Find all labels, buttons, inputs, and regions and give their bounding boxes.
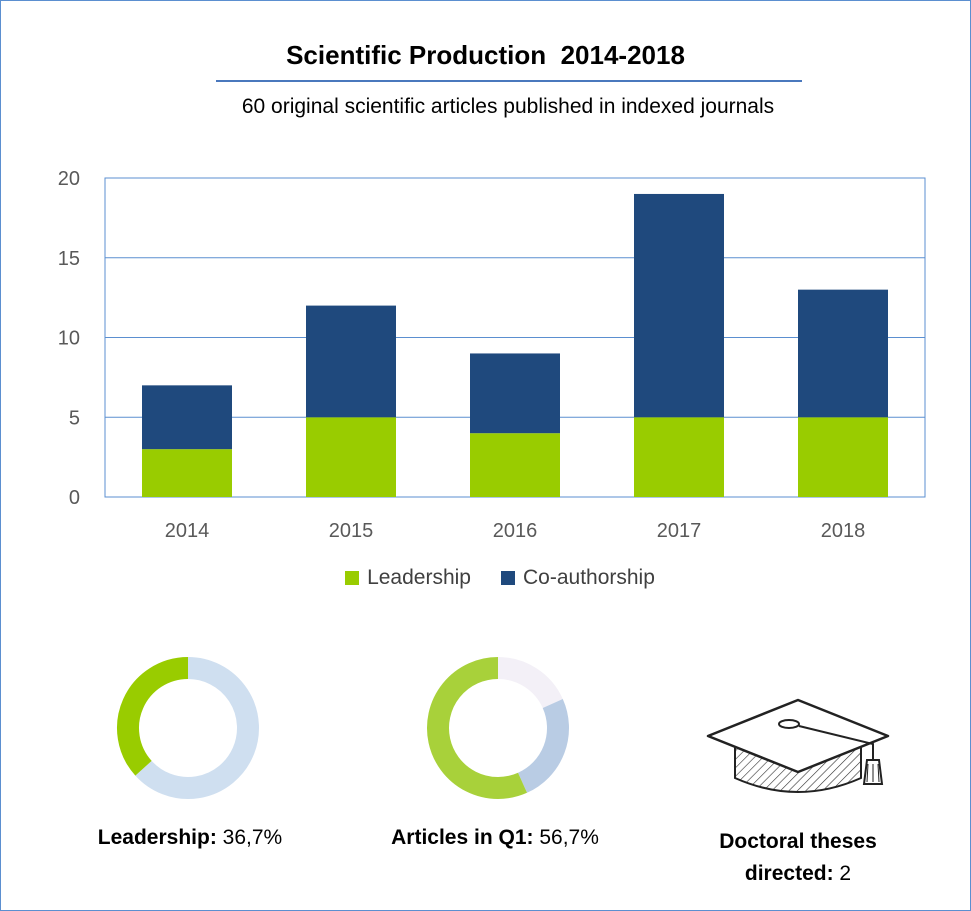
q1-stat-value: 56,7%	[539, 826, 599, 849]
bar-leadership-2018	[798, 417, 888, 497]
x-tick-label: 2014	[165, 520, 210, 542]
leadership-donut	[117, 657, 259, 799]
chart-subtitle: 60 original scientific articles publishe…	[241, 95, 775, 118]
legend-label-leadership: Leadership	[367, 566, 471, 589]
donut-slice-mid	[517, 698, 569, 793]
leadership-stat: Leadership: 36,7%	[70, 826, 310, 850]
donut-slice-q1	[427, 657, 527, 799]
bar-leadership-2017	[634, 417, 724, 497]
legend-item-co-authorship: Co-authorship	[501, 566, 655, 590]
leadership-stat-label: Leadership:	[97, 826, 217, 849]
legend-swatch-co-authorship	[501, 571, 515, 585]
chart-legend: Leadership Co-authorship	[0, 566, 971, 590]
leadership-stat-value: 36,7%	[222, 826, 283, 849]
bar-co-authorship-2017	[634, 193, 724, 418]
q1-stat: Articles in Q1: 56,7%	[360, 826, 630, 850]
x-tick-label: 2015	[329, 520, 374, 542]
bar-co-authorship-2016	[470, 353, 560, 434]
x-tick-label: 2016	[493, 520, 538, 542]
stacked-bar-chart: 0 5 10 15 20 2014 2015 2016 2017 2018	[58, 168, 926, 542]
bar-co-authorship-2014	[142, 385, 232, 450]
y-tick-label: 10	[58, 328, 80, 350]
theses-stat-value: 2	[839, 862, 852, 885]
bar-co-authorship-2018	[798, 289, 888, 418]
theses-stat-label-line2: directed:	[744, 862, 834, 885]
bar-leadership-2015	[306, 417, 396, 497]
theses-stat-label-line1: Doctoral theses	[719, 830, 877, 853]
x-tick-label: 2017	[657, 520, 702, 542]
bar-leadership-2016	[470, 433, 560, 497]
x-tick-label: 2018	[821, 520, 866, 542]
q1-donut	[427, 657, 569, 799]
legend-label-co-authorship: Co-authorship	[523, 566, 655, 589]
graduation-cap-icon	[706, 698, 890, 793]
donut-slice-leadership	[117, 657, 189, 776]
y-tick-label: 20	[58, 168, 80, 190]
y-tick-label: 0	[69, 487, 80, 509]
legend-item-leadership: Leadership	[345, 566, 471, 590]
bar-co-authorship-2015	[306, 305, 396, 418]
y-tick-label: 5	[69, 407, 80, 429]
donut-slice-pale	[497, 657, 563, 709]
chart-title: Scientific Production 2014-2018	[286, 40, 685, 70]
bar-leadership-2014	[142, 449, 232, 497]
theses-stat: Doctoral theses directed: 2	[688, 826, 908, 890]
y-tick-label: 15	[58, 248, 80, 270]
donut-slice-other	[135, 657, 259, 799]
q1-stat-label: Articles in Q1:	[391, 826, 534, 849]
title-underline	[216, 80, 802, 82]
legend-swatch-leadership	[345, 571, 360, 585]
